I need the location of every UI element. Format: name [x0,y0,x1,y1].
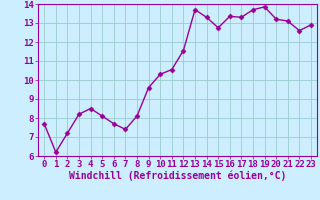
X-axis label: Windchill (Refroidissement éolien,°C): Windchill (Refroidissement éolien,°C) [69,171,286,181]
